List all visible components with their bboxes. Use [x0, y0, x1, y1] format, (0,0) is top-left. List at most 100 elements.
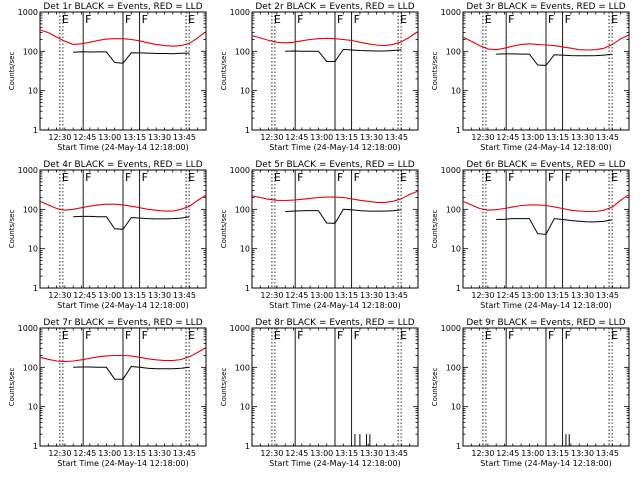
panel-title: Det 3r BLACK = Events, RED = LLD	[466, 2, 625, 12]
x-tick-label: 12:30	[471, 133, 494, 142]
x-tick-label: 13:30	[360, 449, 383, 458]
x-tick-label: 13:45	[596, 291, 619, 300]
state-marker-label: F	[142, 329, 148, 342]
x-tick-label: 12:45	[73, 133, 96, 142]
x-tick-label: 13:30	[360, 133, 383, 142]
y-tick-label: 1	[33, 126, 38, 135]
state-marker-label: F	[508, 171, 514, 184]
state-marker-label: E	[485, 171, 492, 184]
y-tick-label: 1	[33, 284, 38, 293]
state-marker-label: F	[565, 13, 571, 26]
x-tick-label: 12:45	[73, 449, 96, 458]
state-marker-label: F	[125, 171, 131, 184]
x-axis-label: Start Time (24-May-14 12:18:00)	[480, 459, 611, 468]
y-axis-label: Counts/sec	[8, 52, 16, 91]
x-tick-label: 12:45	[73, 291, 96, 300]
y-tick-label: 1000	[441, 166, 461, 175]
y-tick-label: 100	[446, 205, 461, 214]
state-marker-label: E	[62, 171, 69, 184]
x-axis-label: Start Time (24-May-14 12:18:00)	[269, 301, 400, 310]
x-tick-label: 13:15	[546, 291, 569, 300]
x-axis-label: Start Time (24-May-14 12:18:00)	[269, 143, 400, 152]
state-marker-label: E	[611, 13, 618, 26]
lld-series-line	[462, 34, 630, 51]
y-axis-label: Counts/sec	[431, 210, 439, 249]
x-tick-label: 13:45	[173, 449, 196, 458]
state-marker-label: F	[565, 171, 571, 184]
events-series-line	[285, 208, 402, 224]
lld-series-line	[462, 193, 630, 213]
y-tick-label: 1	[245, 284, 250, 293]
lld-series-line	[39, 347, 207, 363]
lld-series-line	[39, 29, 207, 47]
x-tick-label: 12:45	[496, 291, 519, 300]
state-marker-label: F	[125, 13, 131, 26]
events-series-line	[496, 218, 613, 235]
y-axis-label: Counts/sec	[431, 368, 439, 407]
state-marker-label: F	[142, 13, 148, 26]
state-marker-label: E	[400, 13, 407, 26]
detector-panel: Det 4r BLACK = Events, RED = LLD 1 10 100 10…	[8, 160, 207, 310]
detector-panel: Det 6r BLACK = Events, RED = LLD 1 10 100 10…	[431, 160, 630, 310]
events-series-line	[73, 365, 190, 380]
x-tick-label: 13:15	[335, 133, 358, 142]
state-marker-label: F	[297, 171, 303, 184]
x-tick-label: 12:30	[48, 133, 71, 142]
y-axis-label: Counts/sec	[220, 210, 228, 249]
y-axis-label: Counts/sec	[220, 52, 228, 91]
y-tick-label: 100	[23, 363, 38, 372]
y-tick-label: 1000	[230, 166, 250, 175]
panel-title: Det 7r BLACK = Events, RED = LLD	[43, 318, 202, 328]
detector-panel: Det 3r BLACK = Events, RED = LLD 1 10 100 10…	[431, 2, 630, 152]
y-tick-label: 100	[235, 205, 250, 214]
y-tick-label: 1	[33, 442, 38, 451]
x-tick-label: 13:30	[571, 133, 594, 142]
state-marker-label: E	[485, 329, 492, 342]
x-tick-label: 12:45	[285, 291, 308, 300]
y-tick-label: 10	[28, 403, 38, 412]
state-marker-label: F	[85, 171, 91, 184]
state-marker-label: E	[188, 171, 195, 184]
panel-title: Det 2r BLACK = Events, RED = LLD	[255, 2, 414, 12]
y-tick-label: 10	[240, 403, 250, 412]
lld-series-line	[251, 31, 419, 47]
x-tick-label: 12:30	[471, 449, 494, 458]
y-tick-label: 10	[240, 245, 250, 254]
y-tick-label: 1000	[230, 324, 250, 333]
x-tick-label: 13:00	[521, 133, 544, 142]
x-tick-label: 12:30	[260, 291, 283, 300]
y-tick-label: 1000	[441, 324, 461, 333]
x-tick-label: 13:00	[310, 133, 333, 142]
state-marker-label: F	[548, 329, 554, 342]
x-tick-label: 13:45	[173, 133, 196, 142]
x-axis-label: Start Time (24-May-14 12:18:00)	[57, 301, 188, 310]
y-axis-label: Counts/sec	[431, 52, 439, 91]
x-tick-label: 13:15	[335, 291, 358, 300]
x-tick-label: 13:30	[571, 449, 594, 458]
y-tick-label: 10	[451, 87, 461, 96]
x-tick-label: 12:30	[260, 133, 283, 142]
y-tick-label: 1	[245, 126, 250, 135]
state-marker-label: E	[400, 171, 407, 184]
detector-panel: Det 2r BLACK = Events, RED = LLD 1 10 100 10…	[220, 2, 419, 152]
y-tick-label: 10	[240, 87, 250, 96]
detector-panel: Det 5r BLACK = Events, RED = LLD 1 10 100 10…	[220, 160, 419, 310]
panel-title: Det 8r BLACK = Events, RED = LLD	[255, 318, 414, 328]
state-marker-label: F	[548, 171, 554, 184]
y-tick-label: 100	[235, 47, 250, 56]
state-marker-label: E	[188, 329, 195, 342]
y-tick-label: 10	[451, 245, 461, 254]
x-tick-label: 13:15	[335, 449, 358, 458]
events-series-line	[285, 48, 402, 62]
x-tick-label: 13:00	[98, 449, 121, 458]
state-marker-label: F	[337, 329, 343, 342]
state-marker-label: E	[485, 13, 492, 26]
x-axis-label: Start Time (24-May-14 12:18:00)	[57, 143, 188, 152]
x-tick-label: 13:30	[148, 133, 171, 142]
state-marker-label: F	[508, 13, 514, 26]
state-marker-label: F	[337, 171, 343, 184]
y-tick-label: 1	[245, 442, 250, 451]
x-tick-label: 13:30	[571, 291, 594, 300]
x-tick-label: 12:45	[285, 133, 308, 142]
